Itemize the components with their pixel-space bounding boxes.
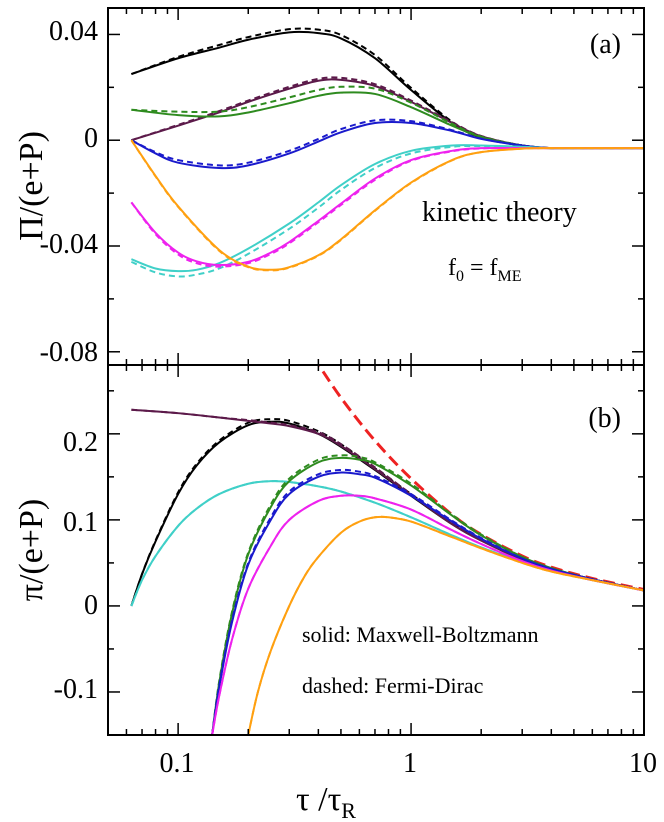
solid-line-legend: solid: Maxwell-Boltzmann xyxy=(302,622,538,647)
series-line-green-dashed xyxy=(211,454,644,735)
panel-a-ytick-label: -0.04 xyxy=(40,229,98,260)
panel-a-ticks xyxy=(107,8,645,365)
f0-main: f xyxy=(448,255,456,281)
series-line-black-dashed xyxy=(130,418,644,607)
series-line-green-solid xyxy=(131,91,644,150)
panel-b-xtick-label: 10 xyxy=(629,748,657,779)
panel-a-ytick-label: 0 xyxy=(84,123,98,154)
panel-b-ytick-label: 0 xyxy=(84,590,98,621)
x-axis-title-subscript: R xyxy=(341,798,356,822)
panel-a: 0.04 0 -0.04 -0.08 Π/(e+P) (a) kinetic t… xyxy=(13,7,645,368)
series-line-orange-dashed xyxy=(130,139,644,272)
x-axis-title: τ /τR xyxy=(296,781,356,822)
f0-annotation: f0 = fME xyxy=(448,255,522,285)
kinetic-theory-annotation: kinetic theory xyxy=(422,197,577,228)
x-axis-title-main: τ /τ xyxy=(296,781,341,818)
series-line-black-dashed xyxy=(131,27,644,150)
panel-a-ytick-label: 0.04 xyxy=(49,16,98,47)
panel-b-series xyxy=(130,365,644,735)
panel-b-ytick-label: 0.2 xyxy=(63,427,98,458)
panel-a-frame xyxy=(107,7,645,366)
panel-a-label: (a) xyxy=(590,29,621,60)
dashed-line-legend: dashed: Fermi-Dirac xyxy=(302,673,484,698)
panel-a-series xyxy=(130,27,644,278)
series-line-purple-dashed xyxy=(131,76,644,150)
series-line-blue-dashed xyxy=(211,468,644,735)
fme-subscript: ME xyxy=(498,268,522,285)
panel-a-ytick-label: -0.08 xyxy=(40,337,98,368)
series-line-magenta-dashed xyxy=(211,494,644,735)
series-line-magenta-solid xyxy=(211,494,644,735)
panel-b-xtick-label: 0.1 xyxy=(160,748,195,779)
panel-b-label: (b) xyxy=(588,403,621,434)
panel-b-xtick-label: 1 xyxy=(403,748,417,779)
panel-b: 0.2 0.1 0 -0.1 0.1 1 10 π/(e+P) τ /τR (b… xyxy=(13,364,657,822)
series-line-cyan-dashed xyxy=(130,480,644,607)
panel-b-ytick-label: -0.1 xyxy=(54,674,98,705)
series-line-cyan-dashed xyxy=(130,144,644,278)
series-line-orange-dashed xyxy=(247,515,644,735)
panel-a-y-axis-title: Π/(e+P) xyxy=(13,131,50,241)
series-line-red-dashed-navier-stokes- xyxy=(317,365,644,592)
panel-b-y-axis-title: π/(e+P) xyxy=(13,499,50,601)
panel-b-frame xyxy=(107,364,645,736)
f0-equals: = f xyxy=(464,255,498,281)
f0-subscript: 0 xyxy=(456,268,464,285)
panel-b-ytick-label: 0.1 xyxy=(63,507,98,538)
